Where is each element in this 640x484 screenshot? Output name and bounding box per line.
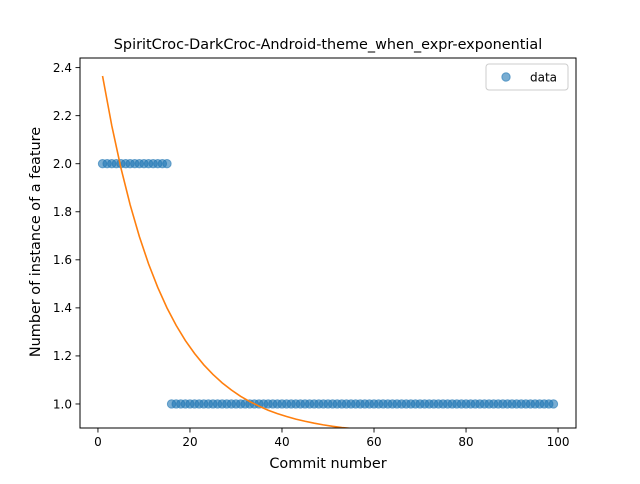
y-axis-label: Number of instance of a feature bbox=[28, 127, 44, 357]
axes: 0 20 40 60 80 100 1.0 1.2 1.4 1.6 1.8 2.0 2.2 2.4 bbox=[53, 57, 577, 449]
y-tick-label: 1.6 bbox=[53, 253, 72, 267]
y-tick-label: 2.0 bbox=[53, 157, 72, 171]
x-tick-label: 20 bbox=[182, 435, 197, 449]
y-tick-label: 1.2 bbox=[53, 349, 72, 363]
legend-marker bbox=[501, 72, 511, 82]
x-tick-label: 80 bbox=[458, 435, 473, 449]
y-tick-label: 1.0 bbox=[53, 397, 72, 411]
fit-curve-line bbox=[101, 75, 355, 428]
data-point bbox=[548, 399, 559, 409]
data-point bbox=[162, 159, 172, 169]
x-tick-label: 60 bbox=[366, 435, 381, 449]
y-tick-label: 2.2 bbox=[53, 109, 72, 123]
y-tick-label: 2.4 bbox=[53, 61, 72, 75]
legend-box bbox=[485, 63, 569, 91]
legend-label: data bbox=[530, 70, 557, 84]
plot-area bbox=[97, 75, 559, 428]
chart-title: SpiritCroc-DarkCroc-Android-theme_when_e… bbox=[114, 37, 542, 53]
axes-frame bbox=[79, 57, 577, 429]
y-tick-label: 1.4 bbox=[53, 301, 72, 315]
y-tick-label: 1.8 bbox=[53, 205, 72, 219]
x-tick-label: 100 bbox=[547, 435, 570, 449]
x-tick-label: 40 bbox=[274, 435, 289, 449]
x-tick-label: 0 bbox=[94, 435, 102, 449]
x-axis-label: Commit number bbox=[269, 456, 386, 472]
legend: data bbox=[485, 63, 569, 91]
